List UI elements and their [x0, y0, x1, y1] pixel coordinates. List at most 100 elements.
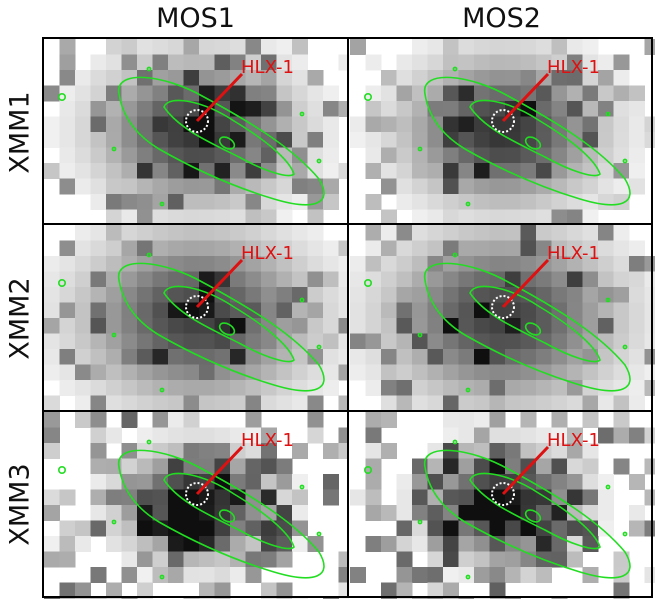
- source-label: HLX-1: [547, 430, 600, 451]
- image-panel-xmm2-mos2: HLX-1: [350, 225, 655, 412]
- pixel-map: [44, 225, 349, 412]
- contour-spot: [465, 201, 471, 207]
- contour-spot: [364, 465, 373, 474]
- column-header-mos1: MOS1: [156, 3, 235, 34]
- source-region-circle: [185, 482, 209, 506]
- contour-spot: [465, 387, 471, 393]
- xray-image: HLX-1: [350, 39, 655, 226]
- xray-image: HLX-1: [350, 225, 655, 412]
- pointer-line: [501, 445, 550, 496]
- contour-spot: [465, 574, 471, 580]
- contour-spot: [111, 146, 117, 152]
- grid-divider-horizontal-1: [42, 223, 653, 225]
- pointer-line: [195, 258, 244, 309]
- inner-contour: [469, 472, 601, 550]
- grid-divider-horizontal-2: [42, 410, 653, 412]
- core-contour: [218, 509, 236, 523]
- pixel-map: [350, 225, 655, 412]
- contour-spot: [159, 574, 165, 580]
- pointer-line: [501, 258, 550, 309]
- grid-divider-vertical: [347, 37, 349, 598]
- contour-spot: [622, 344, 628, 350]
- row-label-xmm1: XMM1: [4, 90, 36, 174]
- galaxy-contours: [58, 252, 325, 393]
- contour-spot: [605, 297, 611, 303]
- contour-spot: [299, 484, 305, 490]
- xray-image: HLX-1: [44, 412, 349, 599]
- contour-spot: [417, 146, 423, 152]
- contour-spot: [159, 387, 165, 393]
- outer-contour: [424, 262, 631, 392]
- image-panel-xmm1-mos1: HLX-1: [44, 39, 349, 226]
- contour-spot: [316, 344, 322, 350]
- contour-spot: [452, 66, 458, 72]
- contour-spot: [58, 465, 67, 474]
- contour-spot: [622, 158, 628, 164]
- contour-spot: [111, 332, 117, 338]
- contour-spot: [417, 332, 423, 338]
- source-region-circle: [185, 109, 209, 133]
- outer-contour: [118, 76, 325, 206]
- contour-spot: [58, 92, 67, 101]
- galaxy-contours: [364, 439, 631, 580]
- inner-contour: [163, 472, 295, 550]
- row-label-xmm2: XMM2: [4, 276, 36, 360]
- outer-contour: [424, 76, 631, 206]
- xray-image: HLX-1: [350, 412, 655, 599]
- source-label: HLX-1: [241, 430, 294, 451]
- contour-spot: [299, 111, 305, 117]
- contour-spot: [111, 519, 117, 525]
- pixel-map: [44, 39, 349, 226]
- core-contour: [524, 322, 542, 336]
- image-panel-xmm1-mos2: HLX-1: [350, 39, 655, 226]
- contour-spot: [299, 297, 305, 303]
- column-header-mos2: MOS2: [462, 3, 541, 34]
- galaxy-contours: [364, 66, 631, 207]
- outer-contour: [118, 449, 325, 579]
- contour-spot: [452, 252, 458, 258]
- xray-image: HLX-1: [44, 225, 349, 412]
- inner-contour: [469, 99, 601, 177]
- contour-spot: [605, 484, 611, 490]
- contour-spot: [146, 439, 152, 445]
- source-label: HLX-1: [547, 57, 600, 78]
- inner-contour: [163, 99, 295, 177]
- source-region-circle: [491, 482, 515, 506]
- outer-contour: [424, 449, 631, 579]
- contour-spot: [159, 201, 165, 207]
- contour-spot: [316, 158, 322, 164]
- contour-spot: [417, 519, 423, 525]
- core-contour: [218, 136, 236, 150]
- contour-spot: [146, 252, 152, 258]
- galaxy-contours: [58, 66, 325, 207]
- image-panel-xmm3-mos1: HLX-1: [44, 412, 349, 599]
- galaxy-contours: [364, 252, 631, 393]
- outer-contour: [118, 262, 325, 392]
- image-panel-xmm3-mos2: HLX-1: [350, 412, 655, 599]
- source-region-circle: [491, 109, 515, 133]
- row-label-xmm3: XMM3: [4, 462, 36, 546]
- source-label: HLX-1: [241, 243, 294, 264]
- contour-spot: [58, 278, 67, 287]
- inner-contour: [163, 285, 295, 363]
- source-region-circle: [491, 295, 515, 319]
- contour-spot: [605, 111, 611, 117]
- contour-spot: [364, 92, 373, 101]
- xray-image: HLX-1: [44, 39, 349, 226]
- core-contour: [218, 322, 236, 336]
- galaxy-contours: [58, 439, 325, 580]
- inner-contour: [469, 285, 601, 363]
- contour-spot: [364, 278, 373, 287]
- pointer-line: [195, 445, 244, 496]
- source-label: HLX-1: [241, 57, 294, 78]
- core-contour: [524, 509, 542, 523]
- core-contour: [524, 136, 542, 150]
- contour-spot: [316, 531, 322, 537]
- image-panel-xmm2-mos1: HLX-1: [44, 225, 349, 412]
- source-region-circle: [185, 295, 209, 319]
- pointer-line: [501, 72, 550, 123]
- contour-spot: [622, 531, 628, 537]
- contour-spot: [452, 439, 458, 445]
- source-label: HLX-1: [547, 243, 600, 264]
- pointer-line: [195, 72, 244, 123]
